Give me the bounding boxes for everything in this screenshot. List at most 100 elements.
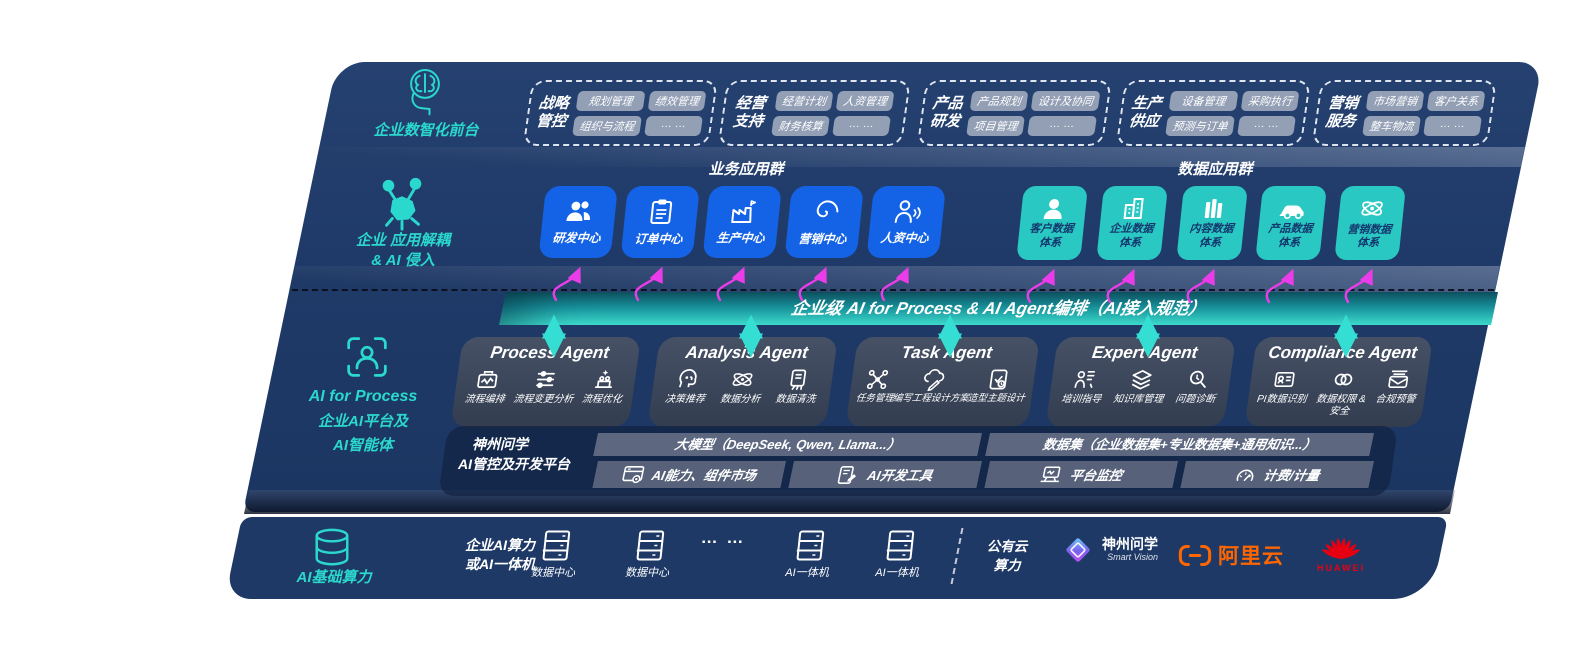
business-app-header: 业务应用群 (708, 161, 784, 178)
chip: 规划管理 (575, 90, 646, 111)
agent-title: Compliance Agent (1267, 343, 1419, 362)
optimize-machine-icon (595, 369, 613, 389)
tile-content-data: 内容数据 体系 (1176, 186, 1248, 260)
chip: 客户关系 (1426, 90, 1486, 111)
agent-item-label: 问题诊断 (1174, 394, 1216, 405)
huawei-logo: HUAWEI (1305, 531, 1377, 573)
user-icon (1043, 199, 1062, 220)
shenzhou-logo-text: 神州问学 (1102, 536, 1158, 553)
tile-label: 营销中心 (797, 231, 848, 246)
agent-title: Process Agent (489, 343, 611, 362)
ai-devtools-cell: AI开发工具 (788, 461, 982, 488)
factory-icon (731, 200, 757, 223)
enterprise-compute-label: 企业AI算力 或AI一体机 (428, 536, 572, 574)
platform-label-line1: 神州问学 (472, 436, 528, 452)
agent-item-label: 合规预警 (1374, 394, 1417, 405)
sliders-icon (536, 370, 556, 389)
slab-edge-1 (314, 147, 1525, 167)
tile-rd-center: 研发中心 (538, 186, 618, 258)
tablet-check-icon (989, 369, 1009, 390)
cloud-line1: 公有云 (986, 539, 1028, 554)
chip: 项目管理 (966, 115, 1026, 136)
chip: 产品规划 (969, 90, 1029, 111)
node-label: AI一体机 (785, 567, 829, 579)
layer2-title: 企业 应用解耦 & AI 侵入 (328, 231, 478, 271)
compute-line1: 企业AI算力 (465, 537, 535, 553)
shenzhou-diamond-icon (1066, 538, 1090, 562)
agent-item-label: 数据权限 & 安全 (1315, 394, 1367, 417)
group-label: 战略 (537, 95, 570, 112)
agent-item-label: 决策推荐 (664, 394, 706, 405)
layer2-title-line1: 企业 应用解耦 (355, 232, 451, 249)
cell-label: 计费/计量 (1262, 468, 1321, 483)
cell-label: AI开发工具 (865, 468, 935, 483)
task-agent-card: Task Agent 任务管理 编写工程设计方案 造型主题设计 (845, 337, 1040, 427)
node-label: 数据中心 (531, 567, 575, 579)
cell-label: 平台监控 (1068, 468, 1124, 483)
component-market-icon (622, 465, 645, 483)
expert-agent-card: Expert Agent 培训指导 知识库管理 问题诊断 (1045, 337, 1236, 427)
layers-icon (1131, 370, 1152, 390)
shenzhou-logo: 神州问学 Smart Vision (1062, 534, 1158, 566)
front-office-group-production: 生产 供应 设备管理 采购执行 预测与订单 … … (1115, 80, 1311, 146)
layer1-title: 企业数智化前台 (373, 122, 479, 139)
tile-hr-center: 人资中心 (866, 186, 946, 258)
diagnose-icon (1189, 370, 1206, 388)
chip: 经营计划 (774, 90, 834, 111)
cloud-line2: 算力 (993, 558, 1021, 573)
chip: … … (644, 115, 704, 136)
agent-item-label: 流程变更分析 (512, 394, 574, 405)
group-label: 管控 (534, 113, 568, 130)
node-label: AI一体机 (875, 567, 919, 579)
tile-label: 企业数据 体系 (1108, 223, 1155, 249)
chip: 市场营销 (1365, 90, 1425, 111)
agent-title: Analysis Agent (684, 343, 810, 362)
tile-product-data: 产品数据 体系 (1255, 186, 1327, 260)
trainer-icon (1073, 371, 1095, 388)
tile-enterprise-data: 企业数据 体系 (1096, 186, 1168, 260)
shenzhou-logo-sub: Smart Vision (1107, 551, 1158, 562)
agent-item-label: 任务管理 (855, 393, 895, 404)
tile-label: 订单中心 (633, 231, 684, 246)
front-office-group-operation: 经营 支持 经营计划 人资管理 财务核算 … … (717, 80, 911, 146)
chip: … … (1027, 115, 1098, 136)
car-icon (1278, 205, 1304, 220)
agent-item-label: 编写工程设计方案 (892, 393, 970, 404)
dataset-bar: 数据集（企业数据集+专业数据集+通用知识...） (985, 433, 1374, 456)
platform-monitor-cell: 平台监控 (984, 461, 1178, 488)
platform-label-line2: AI管控及开发平台 (458, 456, 570, 473)
agent-title: Task Agent (900, 343, 994, 362)
ai-market-cell: AI能力、组件市场 (592, 461, 786, 488)
group-label: 支持 (731, 113, 765, 130)
agent-item-label: 知识库管理 (1112, 394, 1164, 405)
chip: … … (1423, 115, 1483, 136)
tile-label: 客户数据 体系 (1028, 223, 1075, 249)
huawei-logo-text: HUAWEI (1317, 563, 1365, 573)
compliance-agent-card: Compliance Agent PI数据识别 数据权限 & 安全 合规预警 (1244, 337, 1433, 427)
people-icon (566, 201, 590, 221)
agent-item-label: 造型主题设计 (967, 393, 1026, 404)
books-icon (1204, 199, 1223, 219)
tile-label: 人资中心 (879, 231, 930, 245)
building-icon (1123, 198, 1144, 220)
group-label: 研发 (928, 113, 962, 130)
atom-icon (733, 373, 753, 386)
box-wave-icon (477, 370, 498, 389)
agent-item-label: 培训指导 (1060, 394, 1102, 405)
link-circles-icon (1334, 373, 1353, 386)
agent-title: Expert Agent (1090, 343, 1199, 362)
process-agent-card: Process Agent 流程编排 流程变更分析 流程优化 (450, 337, 641, 427)
chip: 预测与订单 (1165, 115, 1236, 136)
tile-label: 内容数据 体系 (1188, 223, 1235, 249)
chip: 采购执行 (1240, 90, 1300, 111)
chip: 设计及协同 (1030, 90, 1101, 111)
chip: 财务核算 (771, 115, 831, 136)
tile-marketing-data: 营销数据 体系 (1334, 186, 1406, 260)
group-label: 生产 (1130, 95, 1163, 112)
chip: 整车物流 (1362, 115, 1422, 136)
aliyun-bracket-icon (1178, 544, 1212, 566)
compute-line2: 或AI一体机 (465, 556, 535, 572)
cell-label: AI能力、组件市场 (650, 468, 758, 483)
agent-item-label: 流程优化 (581, 394, 623, 405)
chip: 设备管理 (1168, 90, 1239, 111)
